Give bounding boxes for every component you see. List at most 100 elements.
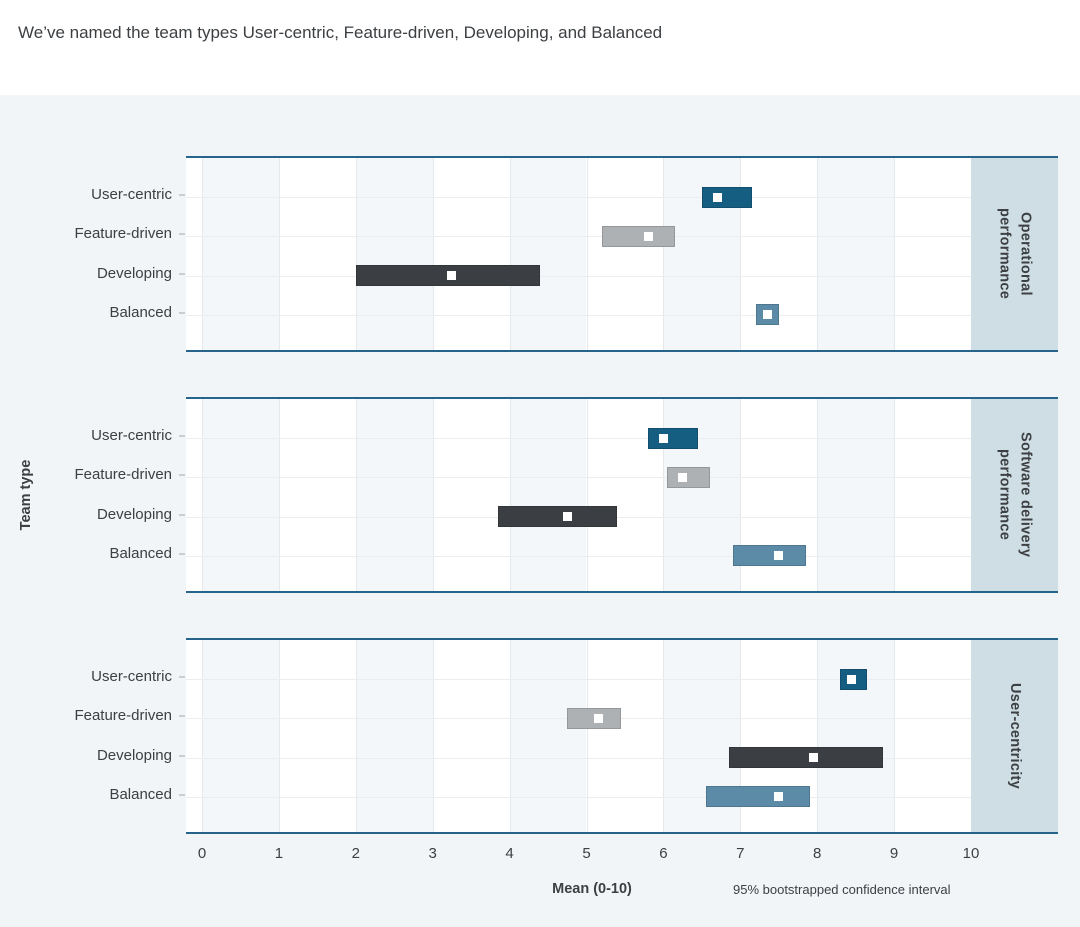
mean-marker	[762, 310, 772, 320]
horizontal-gridline	[186, 276, 971, 277]
panel-software-delivery-performance	[186, 397, 971, 593]
x-tick-label: 0	[197, 845, 207, 862]
vertical-gridline	[278, 158, 280, 350]
plot-shaded-band	[817, 399, 895, 591]
horizontal-gridline	[186, 236, 971, 237]
row-label-balanced: Balanced	[109, 303, 172, 321]
vertical-gridline	[432, 158, 434, 350]
ci-bar-developing	[728, 747, 883, 769]
row-label-balanced: Balanced	[109, 544, 172, 562]
row-label-developing: Developing	[96, 505, 172, 523]
y-tick-mark	[179, 272, 185, 275]
vertical-gridline	[586, 640, 588, 832]
plot-shaded-band	[355, 399, 433, 591]
horizontal-gridline	[186, 758, 971, 759]
vertical-gridline	[278, 399, 280, 591]
vertical-gridline	[432, 399, 434, 591]
vertical-gridline	[586, 158, 588, 350]
vertical-gridline	[509, 640, 511, 832]
ci-bar-user-centric	[648, 427, 698, 449]
vertical-gridline	[355, 399, 357, 591]
x-tick-label: 4	[505, 845, 514, 862]
x-axis-label: Mean (0-10)	[552, 881, 632, 897]
plot-shaded-band	[202, 158, 279, 350]
mean-marker	[808, 753, 818, 763]
horizontal-gridline	[186, 197, 971, 198]
y-tick-mark	[179, 474, 185, 477]
row-label-balanced: Balanced	[109, 785, 172, 803]
panel-label-strip-software-delivery-performance: Software delivery performance	[971, 397, 1058, 593]
x-tick-label: 5	[582, 845, 591, 862]
y-tick-mark	[179, 676, 185, 679]
horizontal-gridline	[186, 315, 971, 316]
y-tick-mark	[179, 793, 185, 796]
mean-marker	[678, 472, 688, 482]
vertical-gridline	[894, 640, 896, 832]
mean-marker	[593, 713, 603, 723]
x-tick-label: 2	[351, 845, 360, 862]
ci-bar-developing	[498, 506, 618, 528]
y-tick-mark	[179, 311, 185, 314]
row-label-developing: Developing	[96, 746, 172, 764]
mean-marker	[643, 231, 653, 241]
panel-label-strip-operational-performance: Operational performance	[971, 156, 1058, 352]
panel-label: User-centricity	[1007, 682, 1023, 790]
page-title: We’ve named the team types User-centric,…	[18, 23, 663, 42]
x-tick-label: 9	[889, 845, 899, 862]
vertical-gridline	[894, 399, 896, 591]
row-label-user-centric: User-centric	[91, 427, 172, 445]
row-label-user-centric: User-centric	[91, 668, 172, 686]
vertical-gridline	[509, 399, 511, 591]
vertical-gridline	[432, 640, 434, 832]
y-tick-mark	[179, 435, 185, 438]
vertical-gridline	[355, 640, 357, 832]
horizontal-gridline	[186, 679, 971, 680]
ci-bar-balanced	[705, 786, 810, 808]
plot-shaded-band	[509, 640, 587, 832]
vertical-gridline	[509, 158, 511, 350]
row-label-feature-driven: Feature-driven	[74, 225, 172, 243]
panel-user-centricity	[186, 638, 971, 834]
x-tick-label: 1	[274, 845, 284, 862]
row-label-developing: Developing	[96, 264, 172, 282]
panel-label: Operational performance	[996, 208, 1034, 300]
plot-shaded-band	[355, 640, 433, 832]
y-tick-mark	[179, 715, 185, 718]
plot-shaded-band	[509, 158, 587, 350]
vertical-gridline	[663, 399, 665, 591]
mean-marker	[447, 271, 457, 281]
vertical-gridline	[894, 158, 896, 350]
vertical-gridline	[278, 640, 280, 832]
plot-shaded-band	[817, 158, 895, 350]
mean-marker	[562, 512, 572, 522]
ci-bar-balanced	[732, 545, 806, 567]
mean-marker	[774, 551, 784, 561]
plot-shaded-band	[509, 399, 587, 591]
chart-card: Team type Mean (0-10) 95% bootstrapped c…	[0, 95, 1080, 927]
vertical-gridline	[586, 399, 588, 591]
vertical-gridline	[817, 640, 819, 832]
horizontal-gridline	[186, 797, 971, 798]
vertical-gridline	[740, 399, 742, 591]
plot-shaded-band	[355, 158, 433, 350]
mean-marker	[847, 674, 857, 684]
vertical-gridline	[355, 158, 357, 350]
vertical-gridline	[663, 158, 665, 350]
vertical-gridline	[663, 640, 665, 832]
vertical-gridline	[817, 158, 819, 350]
row-label-feature-driven: Feature-driven	[74, 466, 172, 484]
mean-marker	[712, 192, 722, 202]
y-tick-mark	[179, 233, 185, 236]
plot-shaded-band	[202, 399, 279, 591]
y-tick-mark	[179, 552, 185, 555]
panel-label-strip-user-centricity: User-centricity	[971, 638, 1058, 834]
row-label-user-centric: User-centric	[91, 186, 172, 204]
plot-shaded-band	[202, 640, 279, 832]
x-tick-label: 6	[659, 845, 668, 862]
horizontal-gridline	[186, 556, 971, 557]
x-tick-label: 8	[813, 845, 822, 862]
vertical-gridline	[202, 399, 203, 591]
vertical-gridline	[740, 158, 742, 350]
y-tick-mark	[179, 194, 185, 197]
